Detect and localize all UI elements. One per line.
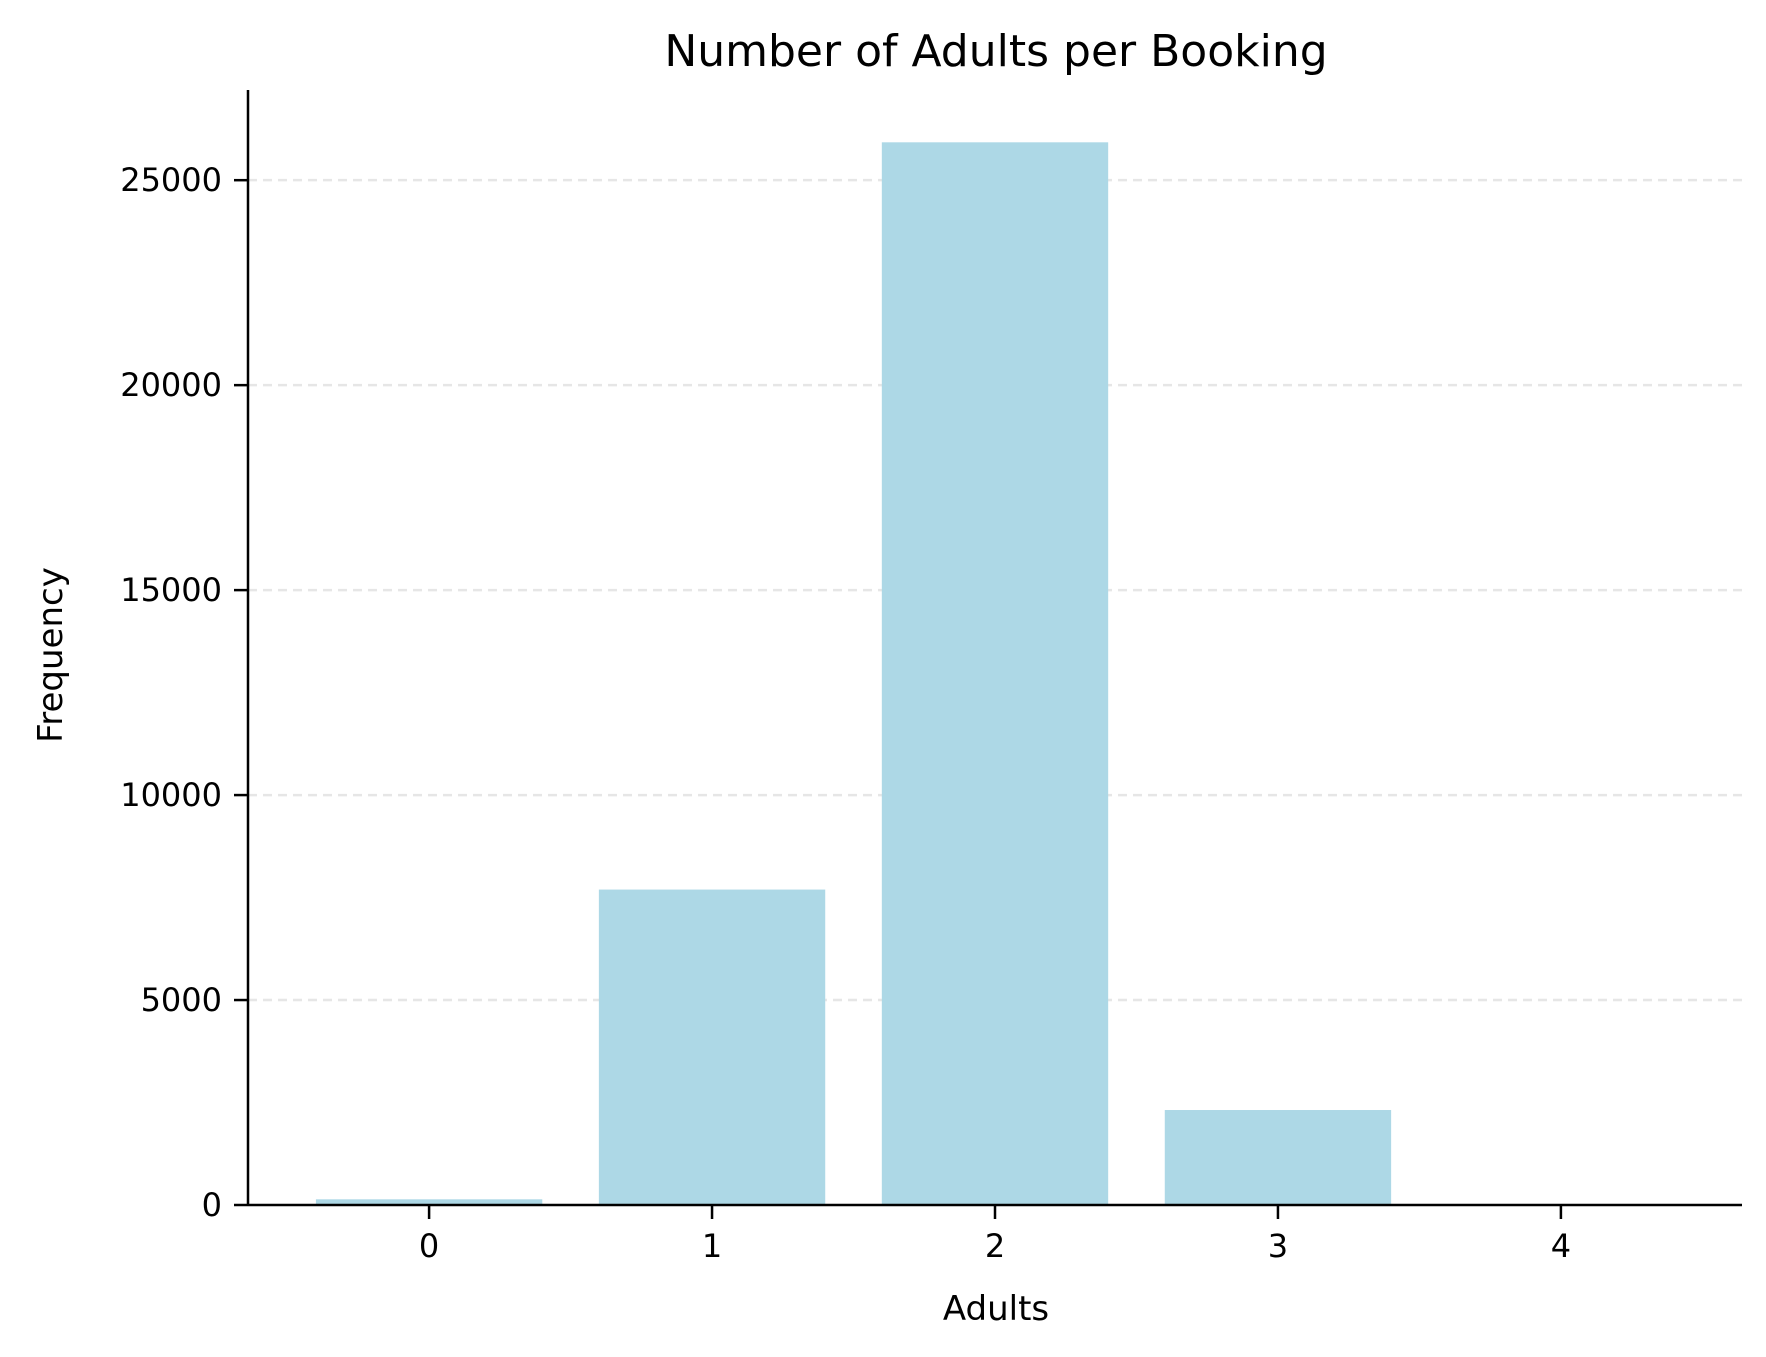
- x-tick-label: 0: [419, 1227, 439, 1265]
- x-tick-label: 3: [1268, 1227, 1288, 1265]
- x-ticks: 0 1 2 3 4: [419, 1205, 1571, 1265]
- x-tick-label: 4: [1551, 1227, 1571, 1265]
- bar-0: [315, 1199, 543, 1205]
- x-axis-title: Adults: [943, 1289, 1049, 1329]
- bar-3: [1164, 1110, 1392, 1205]
- y-tick-label: 15000: [120, 571, 222, 609]
- bars: [315, 142, 1675, 1205]
- y-tick-label: 0: [202, 1186, 222, 1224]
- x-tick-label: 2: [985, 1227, 1005, 1265]
- bar-2: [881, 142, 1109, 1205]
- y-tick-label: 25000: [120, 161, 222, 199]
- x-tick-label: 1: [702, 1227, 722, 1265]
- y-ticks: 0 5000 10000 15000 20000 25000: [120, 161, 248, 1224]
- y-tick-label: 5000: [141, 981, 222, 1019]
- y-tick-label: 10000: [120, 776, 222, 814]
- y-tick-label: 20000: [120, 366, 222, 404]
- chart-title: Number of Adults per Booking: [664, 26, 1327, 77]
- grid-lines: [248, 178, 1742, 1002]
- y-axis-title: Frequency: [31, 567, 71, 743]
- bar-1: [598, 889, 826, 1205]
